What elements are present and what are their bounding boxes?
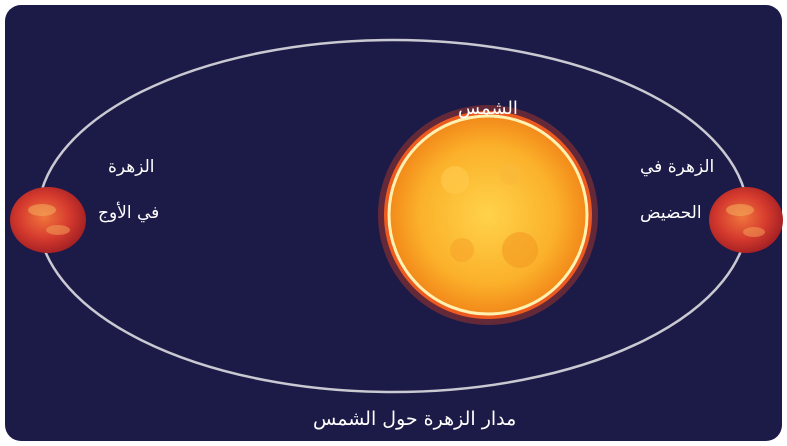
orbit-caption: مدار الزهرة حول الشمس [313, 408, 517, 430]
sun-icon [378, 105, 598, 325]
venus-perihelion-label-line1: الزهرة في [640, 157, 715, 177]
venus-perihelion-label-line2: الحضيض [640, 203, 702, 223]
venus-perihelion-icon [709, 187, 783, 253]
sun-label: الشمس [458, 98, 518, 119]
venus-aphelion-icon [10, 187, 86, 253]
venus-aphelion-label-line1: الزهرة [108, 157, 155, 177]
venus-aphelion-label-line2: في الأوج [98, 203, 160, 223]
